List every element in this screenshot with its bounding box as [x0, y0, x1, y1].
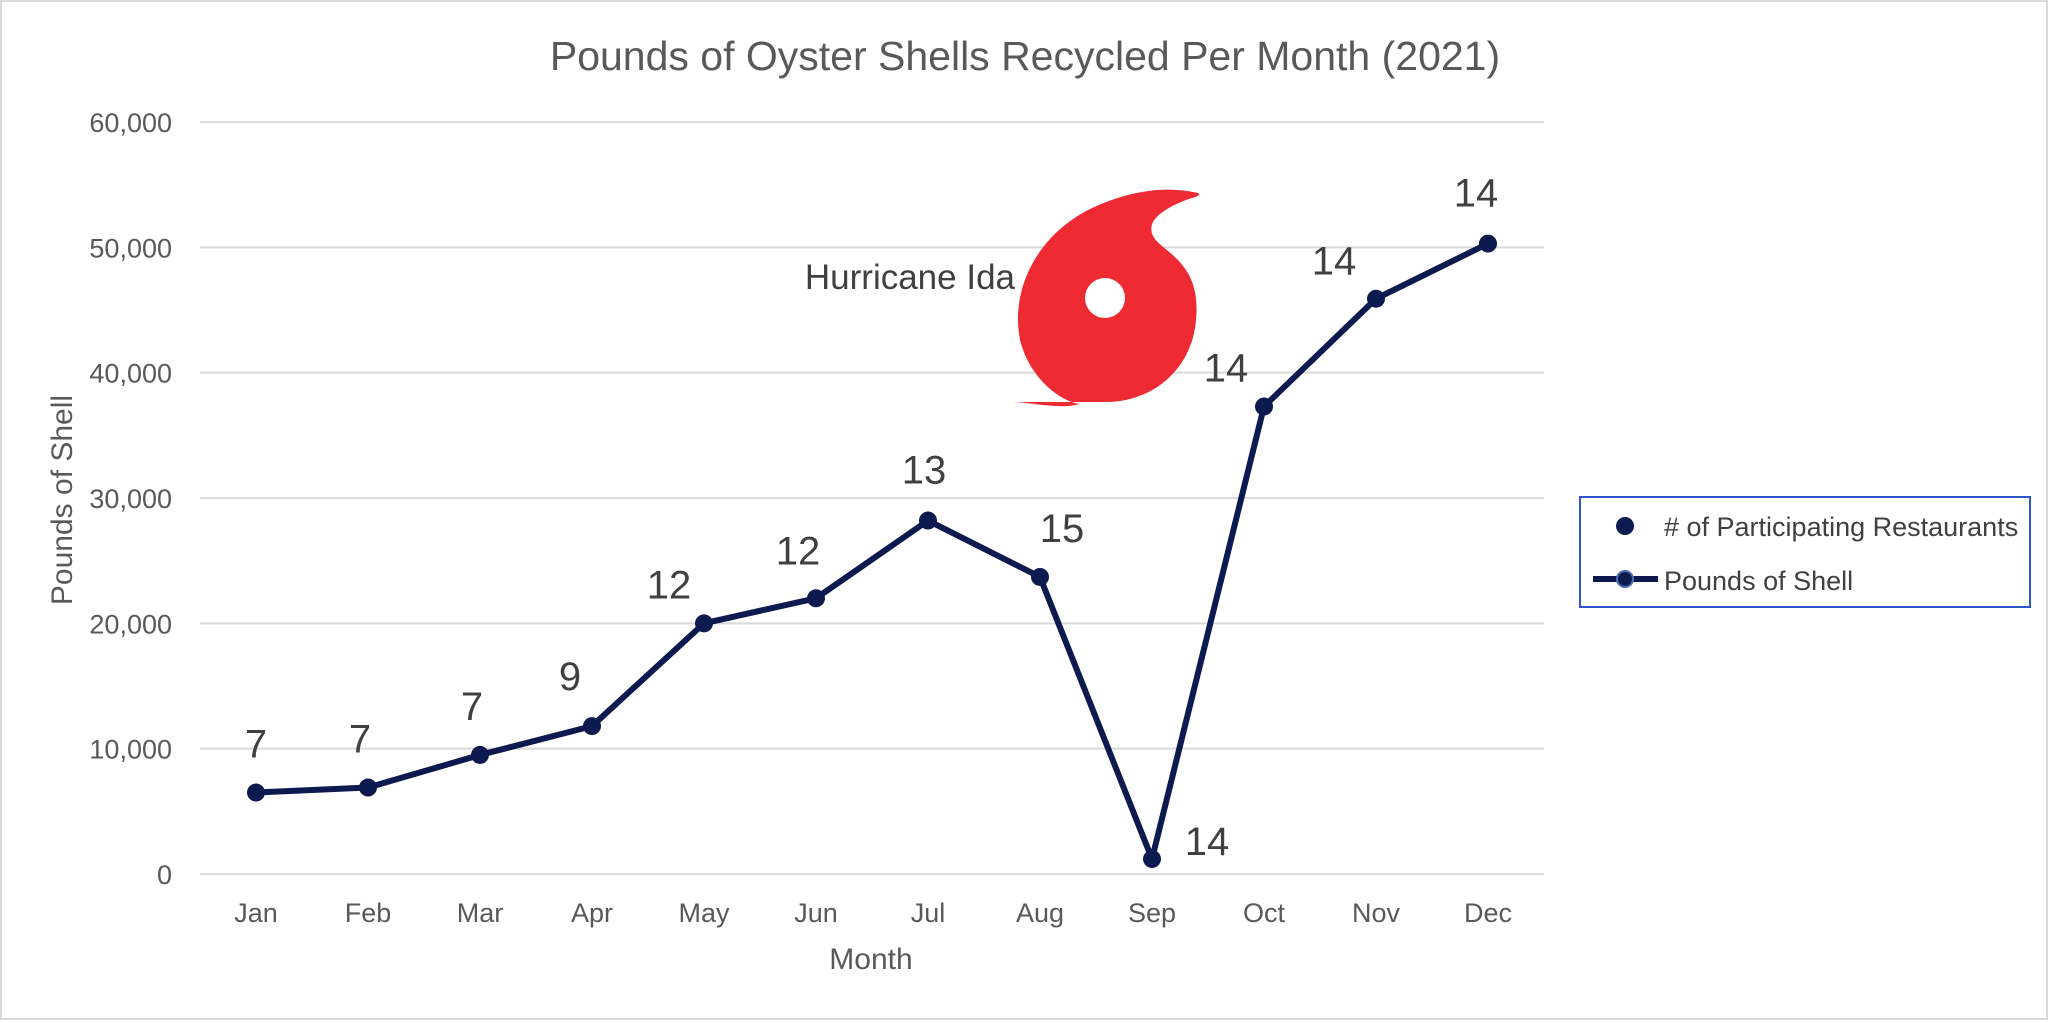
x-axis-tick-labels: Jan Feb Mar Apr May Jun Jul Aug Sep Oct Nov Dec — [234, 898, 1512, 928]
x-tick-label: Apr — [571, 898, 613, 928]
data-point — [471, 745, 489, 764]
x-tick-label: Mar — [457, 898, 504, 928]
data-point — [807, 589, 825, 608]
data-points — [247, 234, 1497, 868]
data-label: 15 — [1040, 507, 1085, 551]
x-axis-title: Month — [829, 943, 912, 976]
x-tick-label: Nov — [1352, 898, 1401, 928]
y-tick-label: 10,000 — [89, 735, 172, 765]
legend-label-pounds: Pounds of Shell — [1664, 566, 1853, 596]
data-point — [1031, 567, 1049, 586]
x-tick-label: Sep — [1128, 898, 1176, 928]
x-tick-label: Jun — [794, 898, 838, 928]
x-tick-label: Feb — [345, 898, 392, 928]
data-label: 7 — [245, 723, 267, 767]
data-label: 14 — [1185, 820, 1230, 864]
data-label: 14 — [1204, 347, 1249, 391]
y-axis-title: Pounds of Shell — [46, 395, 79, 605]
pounds-of-shell-line — [255, 240, 1490, 862]
data-label: 13 — [902, 449, 947, 493]
y-tick-label: 40,000 — [89, 359, 172, 389]
legend-marker-pounds — [1616, 570, 1634, 588]
hurricane-ida-label: Hurricane Ida — [805, 258, 1016, 297]
data-label: 7 — [349, 718, 371, 762]
data-label: 12 — [776, 529, 821, 573]
y-tick-label: 0 — [157, 860, 172, 890]
y-tick-label: 50,000 — [89, 233, 172, 263]
x-tick-label: Aug — [1016, 898, 1064, 928]
x-tick-label: Jan — [234, 898, 278, 928]
x-tick-label: May — [678, 898, 730, 928]
hurricane-eye — [1085, 278, 1125, 318]
legend-label-restaurants: # of Participating Restaurants — [1664, 512, 2018, 542]
x-tick-label: Jul — [911, 898, 946, 928]
hurricane-icon — [1010, 189, 1200, 407]
chart-title: Pounds of Oyster Shells Recycled Per Mon… — [550, 33, 1500, 79]
data-point — [583, 717, 601, 736]
x-tick-label: Oct — [1243, 898, 1286, 928]
data-point — [359, 778, 377, 797]
data-point — [1143, 849, 1161, 868]
data-point — [247, 783, 265, 802]
data-label: 14 — [1312, 240, 1357, 284]
gridlines — [200, 121, 1544, 875]
y-axis-tick-labels: 0 10,000 20,000 30,000 40,000 50,000 60,000 — [89, 108, 172, 890]
data-label: 12 — [647, 563, 692, 607]
y-tick-label: 60,000 — [89, 108, 172, 138]
data-point — [695, 614, 713, 633]
y-tick-label: 20,000 — [89, 609, 172, 639]
y-tick-label: 30,000 — [89, 484, 172, 514]
data-point — [1255, 397, 1273, 416]
data-label: 14 — [1454, 172, 1499, 216]
legend-box — [1579, 496, 2031, 608]
hurricane-ida-annotation: Hurricane Ida — [805, 189, 1200, 407]
x-tick-label: Dec — [1464, 898, 1512, 928]
data-point — [1479, 234, 1497, 253]
data-label: 9 — [559, 655, 581, 699]
legend: # of Participating Restaurants Pounds of… — [1579, 496, 2031, 608]
data-label: 7 — [461, 685, 483, 729]
data-point — [919, 511, 937, 530]
data-point — [1367, 289, 1385, 308]
legend-marker-restaurants — [1616, 517, 1634, 535]
data-labels: 7 7 7 9 12 12 13 15 14 14 14 14 — [245, 172, 1498, 864]
